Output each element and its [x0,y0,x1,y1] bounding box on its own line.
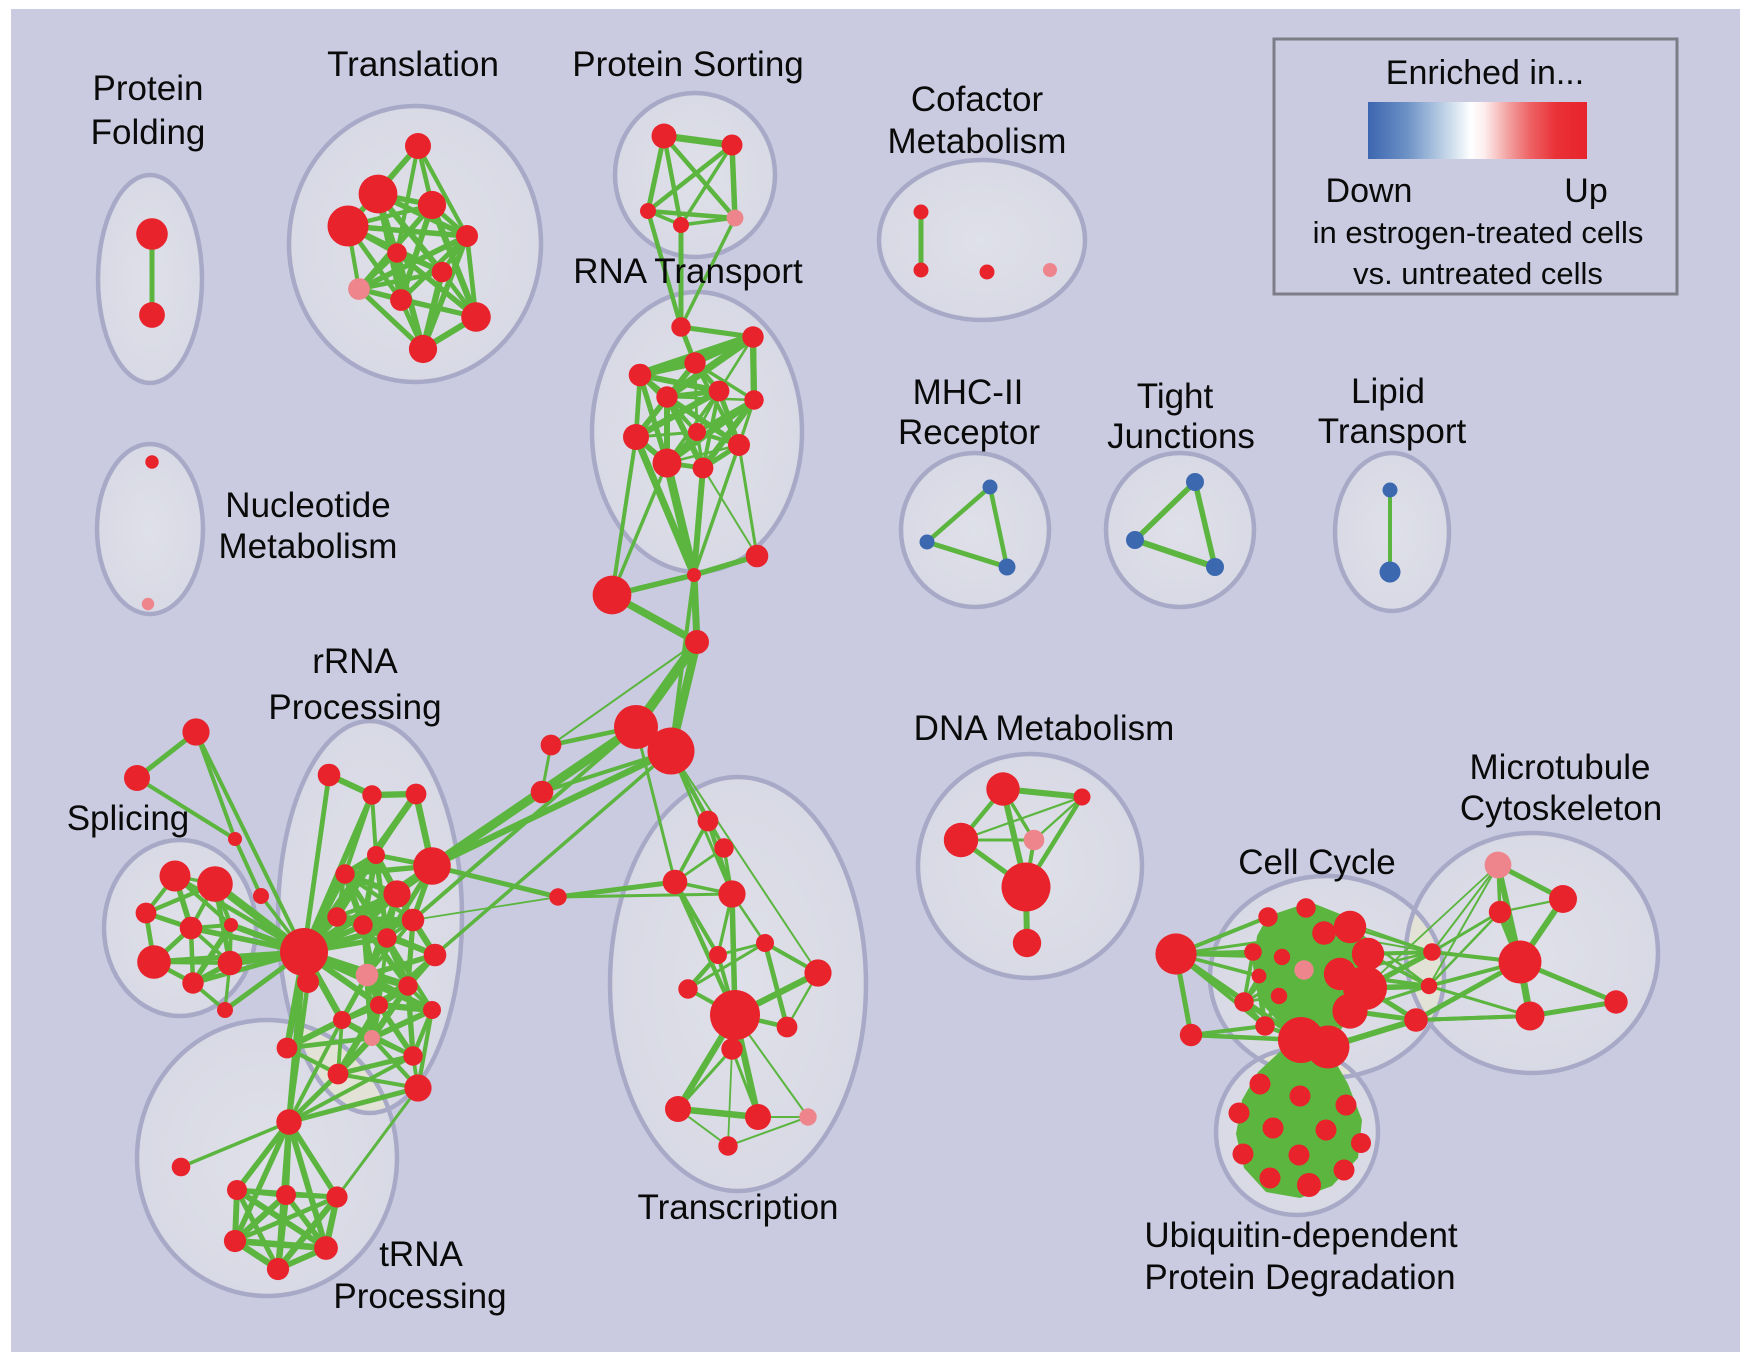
svg-text:in estrogen-treated cells: in estrogen-treated cells [1313,215,1644,250]
svg-text:tRNA: tRNA [379,1235,463,1274]
svg-text:Splicing: Splicing [67,799,190,838]
svg-text:Lipid: Lipid [1351,372,1425,411]
svg-text:Processing: Processing [333,1277,506,1316]
svg-text:DNA Metabolism: DNA Metabolism [914,709,1175,748]
svg-text:Down: Down [1326,172,1413,210]
svg-text:Processing: Processing [268,688,441,727]
svg-text:Nucleotide: Nucleotide [225,486,390,525]
svg-text:Metabolism: Metabolism [888,122,1067,161]
svg-text:Cofactor: Cofactor [911,80,1044,119]
svg-text:RNA Transport: RNA Transport [573,252,803,291]
svg-text:Tight: Tight [1137,377,1214,416]
svg-text:Ubiquitin-dependent: Ubiquitin-dependent [1144,1216,1458,1255]
svg-text:Cytoskeleton: Cytoskeleton [1460,789,1662,828]
svg-text:rRNA: rRNA [312,642,398,681]
svg-text:Transport: Transport [1318,412,1467,451]
svg-text:vs. untreated cells: vs. untreated cells [1353,256,1603,291]
svg-text:Cell Cycle: Cell Cycle [1238,843,1396,882]
svg-text:Microtubule: Microtubule [1470,748,1651,787]
svg-text:Junctions: Junctions [1107,417,1255,456]
svg-text:Folding: Folding [91,113,206,152]
svg-text:Protein Sorting: Protein Sorting [572,45,804,84]
svg-text:Translation: Translation [327,45,499,84]
svg-text:Transcription: Transcription [638,1188,839,1227]
svg-text:Protein: Protein [93,69,204,108]
svg-text:Receptor: Receptor [898,413,1040,452]
svg-text:Metabolism: Metabolism [219,527,398,566]
svg-text:Enriched in...: Enriched in... [1386,54,1584,92]
svg-text:Protein Degradation: Protein Degradation [1144,1258,1455,1297]
svg-text:MHC-II: MHC-II [913,373,1024,412]
svg-text:Up: Up [1564,172,1607,210]
